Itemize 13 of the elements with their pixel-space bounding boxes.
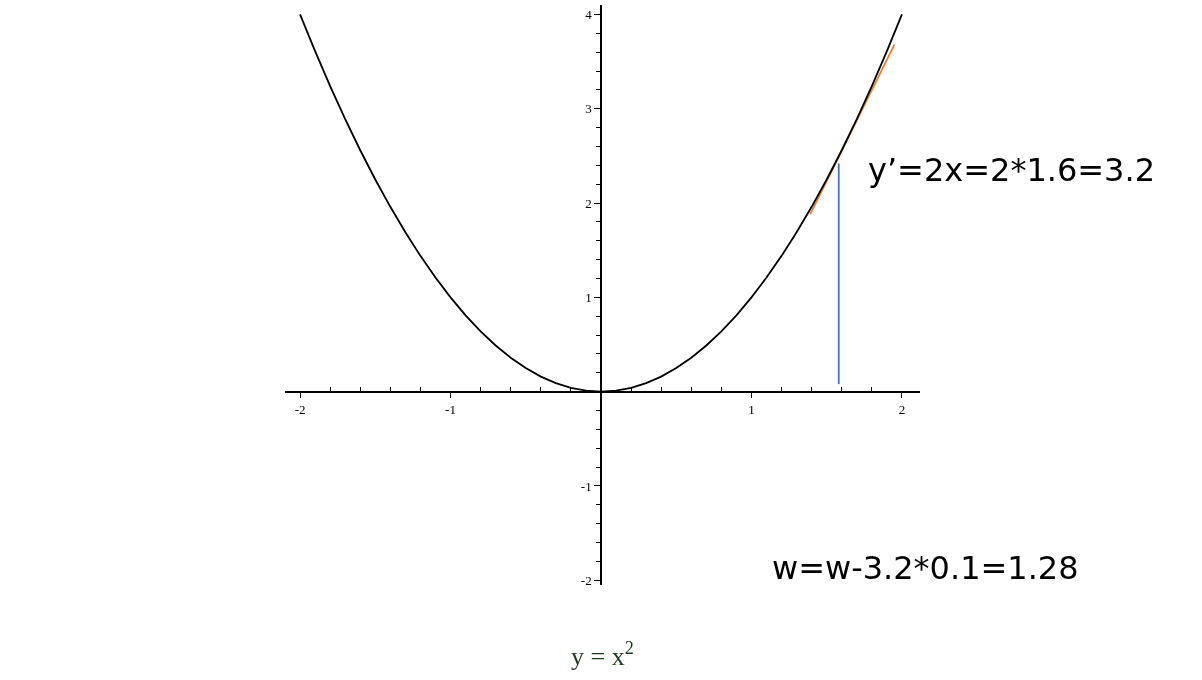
y-tick-label: -1 bbox=[580, 478, 592, 494]
text: y = x$^{2}$ bbox=[571, 638, 634, 672]
x-tick-label: -2 bbox=[294, 402, 306, 418]
x-tick-label: 1 bbox=[748, 402, 755, 418]
y-tick-label: 4 bbox=[585, 6, 593, 22]
y-tick-label: 2 bbox=[585, 195, 592, 211]
annotation: w=w-3.2*0.1=1.28 bbox=[772, 549, 1079, 587]
y-tick-label: 1 bbox=[585, 289, 592, 305]
annotation: y’=2x=2*1.6=3.2 bbox=[868, 151, 1155, 189]
y-tick-label: 3 bbox=[585, 101, 592, 117]
x-tick-label: 2 bbox=[898, 402, 906, 418]
y-tick-label: -2 bbox=[580, 572, 592, 588]
x-tick-label: -1 bbox=[445, 402, 456, 418]
